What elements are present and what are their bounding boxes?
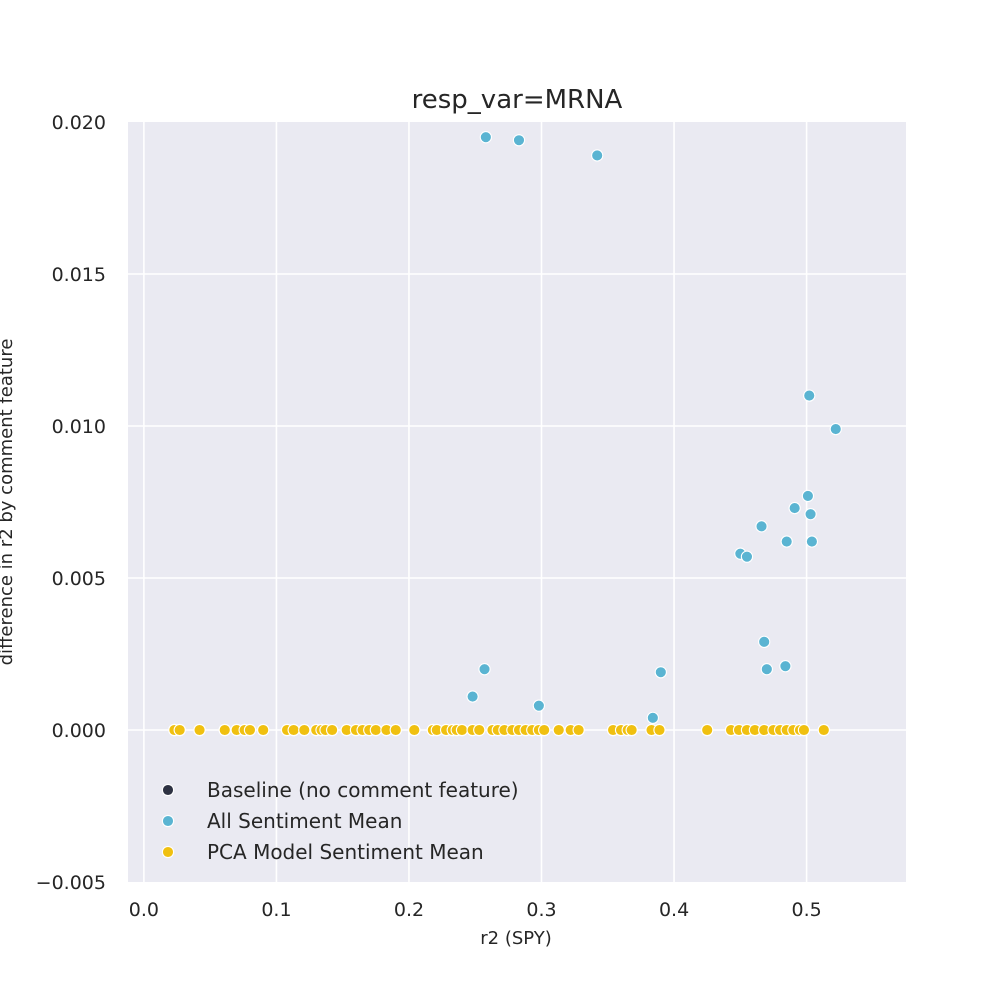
tick-labels: 0.0 0.1 0.2 0.3 0.4 0.5 −0.005 0.000 0.005 0.010 0…	[36, 112, 822, 921]
data-point-series-3	[408, 723, 421, 737]
data-point-series-3	[173, 723, 186, 737]
data-point-series-2	[788, 501, 801, 515]
data-point-series-3	[243, 723, 257, 737]
y-tick-label: 0.010	[52, 416, 106, 438]
y-tick-label: 0.015	[52, 264, 106, 286]
y-tick-label: 0.005	[52, 568, 106, 590]
data-point-series-2	[478, 663, 491, 676]
data-point-series-3	[552, 723, 565, 737]
chart-title: resp_var=MRNA	[412, 85, 623, 115]
data-point-series-3	[389, 723, 402, 737]
data-point-series-2	[804, 508, 817, 521]
x-tick-label: 0.1	[261, 899, 291, 921]
data-point-series-3	[625, 723, 638, 737]
data-point-series-2	[740, 550, 754, 563]
data-point-series-3	[193, 723, 206, 737]
y-tick-label: −0.005	[36, 872, 106, 894]
legend-entry-label: All Sentiment Mean	[207, 809, 402, 833]
plot-area	[128, 122, 906, 882]
y-tick-label: 0.000	[52, 720, 106, 742]
data-point-series-2	[591, 149, 604, 162]
data-point-series-3	[538, 723, 551, 737]
data-point-series-2	[755, 520, 768, 533]
data-point-series-2	[780, 535, 793, 548]
legend-entry-label: Baseline (no comment feature)	[207, 778, 519, 802]
data-point-series-2	[466, 690, 479, 703]
x-tick-label: 0.3	[526, 899, 556, 921]
data-point-series-2	[779, 660, 792, 673]
data-point-series-2	[532, 699, 546, 712]
data-point-series-2	[805, 535, 819, 548]
data-point-series-2	[803, 389, 816, 402]
data-point-series-2	[512, 134, 526, 147]
legend-marker	[161, 814, 175, 828]
x-tick-label: 0.4	[659, 899, 689, 921]
data-point-series-3	[817, 723, 830, 737]
x-axis-label: r2 (SPY)	[480, 928, 552, 949]
data-point-series-3	[325, 723, 339, 737]
data-point-series-3	[797, 723, 811, 737]
data-point-series-3	[257, 723, 270, 737]
data-point-series-2	[654, 666, 667, 679]
data-point-series-3	[287, 723, 300, 737]
legend-marker	[161, 845, 175, 859]
data-point-series-2	[758, 635, 771, 648]
x-tick-label: 0.2	[394, 899, 424, 921]
data-point-series-3	[298, 723, 311, 737]
data-point-series-3	[572, 723, 585, 737]
data-point-series-2	[646, 711, 660, 724]
x-tick-label: 0.5	[791, 899, 821, 921]
data-point-series-2	[479, 131, 493, 144]
data-point-series-2	[829, 422, 842, 436]
data-point-series-3	[369, 723, 382, 737]
x-tick-label: 0.0	[129, 899, 159, 921]
data-point-series-3	[218, 723, 231, 737]
data-point-series-3	[473, 723, 486, 737]
data-points	[168, 131, 842, 737]
legend-marker	[161, 783, 175, 797]
data-point-series-3	[653, 723, 666, 737]
data-point-series-3	[701, 723, 714, 737]
legend-entry-label: PCA Model Sentiment Mean	[207, 840, 484, 864]
data-point-series-3	[455, 723, 469, 737]
data-point-series-2	[801, 489, 815, 503]
y-tick-label: 0.020	[52, 112, 106, 134]
legend: Baseline (no comment feature) All Sentime…	[161, 778, 519, 864]
data-point-series-2	[760, 663, 773, 676]
y-axis-label: difference in r2 by comment feature	[0, 339, 17, 666]
